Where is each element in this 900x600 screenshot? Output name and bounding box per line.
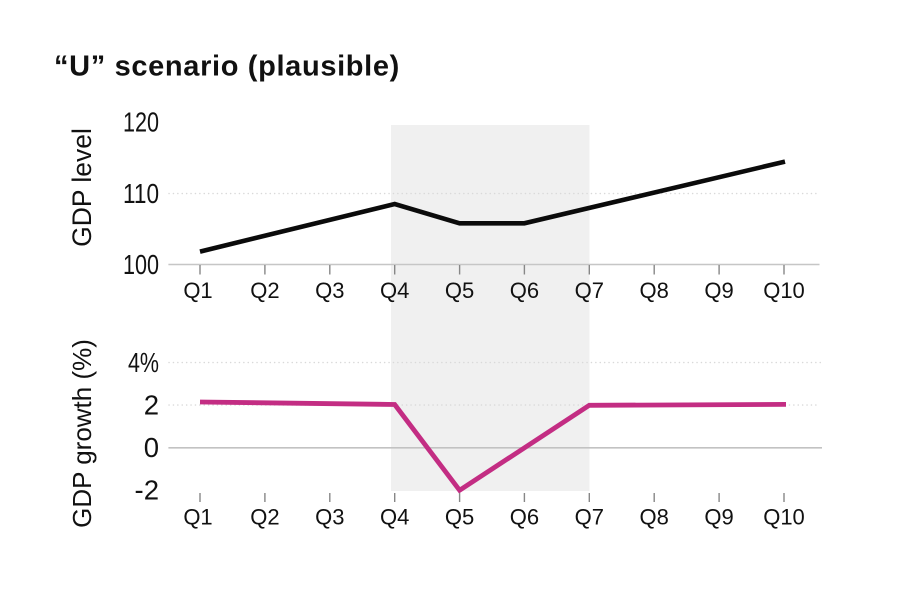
svg-text:Q5: Q5 (445, 278, 474, 303)
svg-text:Q7: Q7 (575, 278, 604, 303)
svg-text:Q9: Q9 (704, 505, 733, 530)
svg-text:Q3: Q3 (315, 278, 344, 303)
svg-text:120: 120 (123, 107, 159, 138)
svg-text:GDP level: GDP level (67, 128, 97, 247)
svg-text:Q6: Q6 (510, 278, 539, 303)
svg-text:2: 2 (144, 389, 159, 420)
svg-text:GDP growth (%): GDP growth (%) (67, 339, 97, 528)
svg-text:Q2: Q2 (250, 505, 279, 530)
svg-text:-2: -2 (135, 474, 159, 505)
svg-text:Q9: Q9 (704, 278, 733, 303)
svg-text:0: 0 (144, 432, 159, 463)
svg-text:Q3: Q3 (315, 505, 344, 530)
svg-text:Q1: Q1 (183, 505, 212, 530)
svg-text:“U” scenario (plausible): “U” scenario (plausible) (54, 50, 400, 82)
svg-text:Q4: Q4 (380, 278, 409, 303)
svg-text:Q5: Q5 (445, 505, 474, 530)
svg-text:Q8: Q8 (640, 278, 669, 303)
svg-text:Q7: Q7 (575, 505, 604, 530)
svg-text:Q6: Q6 (510, 505, 539, 530)
svg-text:Q4: Q4 (380, 505, 409, 530)
svg-text:Q1: Q1 (183, 278, 212, 303)
svg-text:100: 100 (123, 249, 159, 280)
svg-text:Q8: Q8 (640, 505, 669, 530)
svg-text:4%: 4% (128, 347, 159, 378)
svg-text:Q10: Q10 (763, 278, 805, 303)
svg-text:Q10: Q10 (763, 505, 805, 530)
svg-text:Q2: Q2 (250, 278, 279, 303)
svg-text:110: 110 (123, 178, 159, 209)
